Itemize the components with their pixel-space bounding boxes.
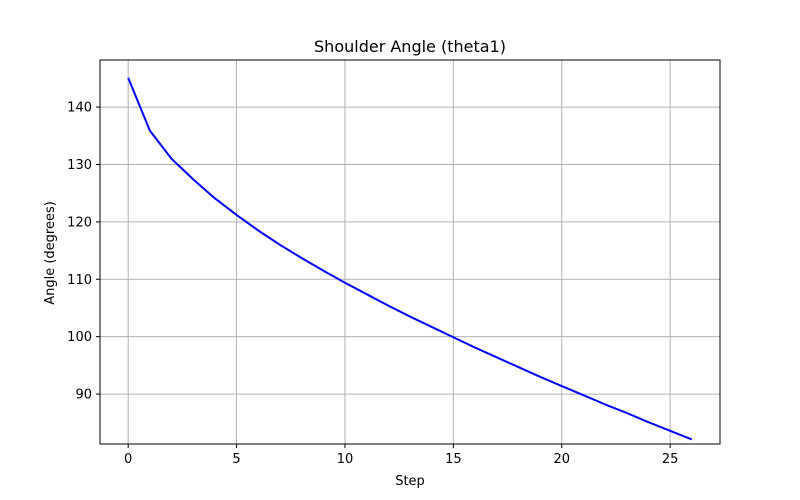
y-tick-label: 100 xyxy=(67,330,92,345)
x-tick-label: 10 xyxy=(337,452,354,467)
series-line xyxy=(127,77,693,441)
x-ticks: 0 5 10 15 20 25 xyxy=(124,444,678,467)
y-tick-label: 130 xyxy=(67,158,92,173)
x-tick-label: 20 xyxy=(553,452,570,467)
y-axis-label: Angle (degrees) xyxy=(43,201,58,305)
axes-frame xyxy=(99,59,721,445)
y-tick-label: 120 xyxy=(67,215,92,230)
y-tick-label: 90 xyxy=(75,388,92,403)
y-ticks: 90 100 110 120 130 140 xyxy=(67,101,100,403)
y-tick-label: 110 xyxy=(67,273,92,288)
x-tick-label: 15 xyxy=(445,452,462,467)
x-axis-label: Step xyxy=(395,474,425,489)
grid-lines xyxy=(100,60,720,444)
series-layer xyxy=(127,77,693,441)
x-tick-label: 0 xyxy=(124,452,132,467)
chart-title: Shoulder Angle (theta1) xyxy=(314,37,506,56)
x-tick-label: 25 xyxy=(662,452,679,467)
x-tick-label: 5 xyxy=(232,452,240,467)
y-tick-label: 140 xyxy=(67,101,92,116)
